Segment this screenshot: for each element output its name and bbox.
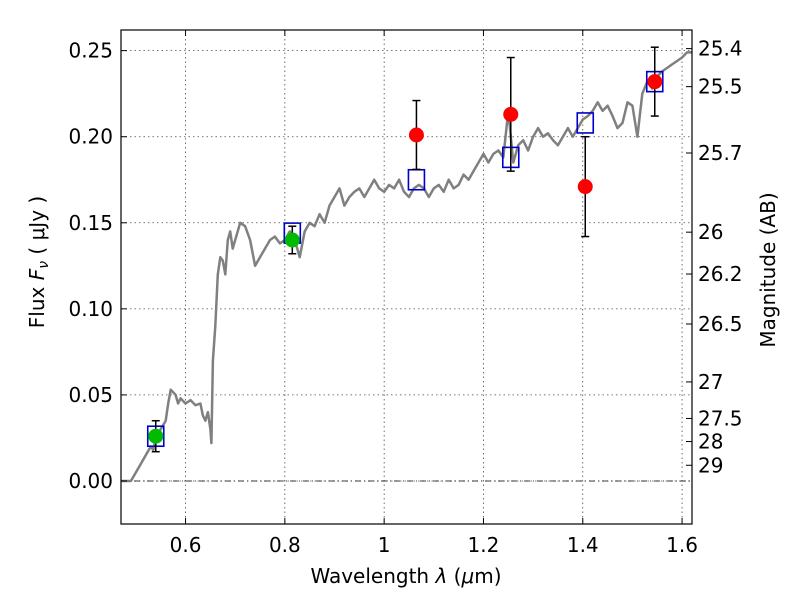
plot-series	[121, 46, 692, 483]
y-tick-label: 0.05	[68, 383, 113, 407]
y2-tick-label: 28	[698, 430, 723, 454]
plot-frame	[120, 29, 693, 525]
y2-tick-label: 26.2	[698, 262, 743, 286]
observed-point	[284, 232, 300, 248]
y-tick-label: 0.15	[68, 211, 113, 235]
observed-point	[647, 74, 663, 90]
y-axis-title: Flux Fν ( μJy )	[25, 196, 52, 328]
grid-lines	[121, 30, 692, 524]
y2-tick-label: 25.4	[698, 37, 743, 61]
y2-tick-label: 27.5	[698, 406, 743, 430]
x-tick-label: 0.6	[170, 533, 202, 557]
y2-tick-label: 27	[698, 370, 723, 394]
model-photometry-square	[576, 112, 595, 134]
observed-point	[148, 428, 164, 444]
x-tick-label: 1.6	[666, 533, 698, 557]
y-tick-label: 0.10	[68, 297, 113, 321]
y2-tick-label: 29	[698, 453, 723, 477]
x-tick-label: 1.4	[567, 533, 599, 557]
y2-tick-label: 25.7	[698, 141, 743, 165]
observed-point	[503, 106, 519, 122]
y2-axis-title: Magnitude (AB)	[756, 192, 780, 347]
x-tick-label: 1.2	[468, 533, 500, 557]
x-tick-label: 1	[378, 533, 391, 557]
y2-tick-label: 26.5	[698, 312, 743, 336]
y2-tick-label: 25.5	[698, 75, 743, 99]
y-tick-label: 0.25	[68, 39, 113, 63]
x-axis-title: Wavelength λ (μm)	[310, 564, 501, 588]
y2-tick-label: 26	[698, 220, 723, 244]
spectrum-line	[121, 51, 692, 483]
observed-point	[577, 179, 593, 195]
y-tick-label: 0.00	[68, 469, 113, 493]
x-tick-label: 0.8	[269, 533, 301, 557]
y-tick-label: 0.20	[68, 125, 113, 149]
axis-ticks: 0.6 0.8 1 1.2 1.4 1.6 0.00 0.05 0.10 0.15 0.20 0.25…	[68, 30, 743, 557]
observed-point	[408, 127, 424, 143]
